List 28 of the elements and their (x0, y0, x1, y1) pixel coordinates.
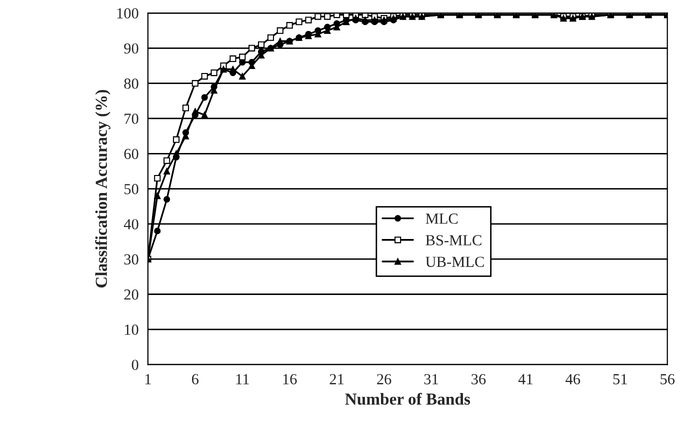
legend-label: UB-MLC (426, 256, 484, 267)
y-tick-label: 70 (124, 114, 138, 124)
x-tick-label: 56 (660, 374, 675, 384)
x-tick-label: 1 (145, 374, 151, 384)
y-tick-label: 30 (124, 254, 138, 265)
y-tick-label: 40 (124, 219, 138, 230)
x-tick-label: 26 (377, 374, 392, 384)
y-tick-label: 20 (124, 289, 138, 300)
x-tick-label: 41 (518, 374, 532, 384)
y-tick-label: 90 (124, 43, 138, 54)
x-tick-label: 51 (613, 374, 627, 384)
y-tick-label: 50 (124, 184, 138, 194)
x-tick-label: 11 (236, 374, 249, 384)
legend-label: MLC (426, 214, 458, 224)
x-tick-label: 36 (472, 374, 486, 384)
y-tick-label: 100 (117, 8, 138, 18)
x-tick-label: 21 (330, 374, 344, 384)
x-tick-label: 31 (424, 374, 438, 384)
y-tick-label: 60 (124, 148, 138, 160)
x-tick-label: 16 (283, 374, 297, 384)
x-tick-label: 46 (566, 374, 580, 384)
legend-label: BS-MLC (426, 235, 482, 246)
y-tick-label: 80 (124, 78, 138, 89)
y-tick-label: 10 (124, 324, 138, 335)
y-tick-label: 0 (132, 360, 138, 370)
x-axis-title: Number of Bands (345, 392, 470, 405)
x-tick-label: 6 (192, 374, 199, 384)
y-axis-title: Classification Accuracy (%) (95, 90, 110, 288)
